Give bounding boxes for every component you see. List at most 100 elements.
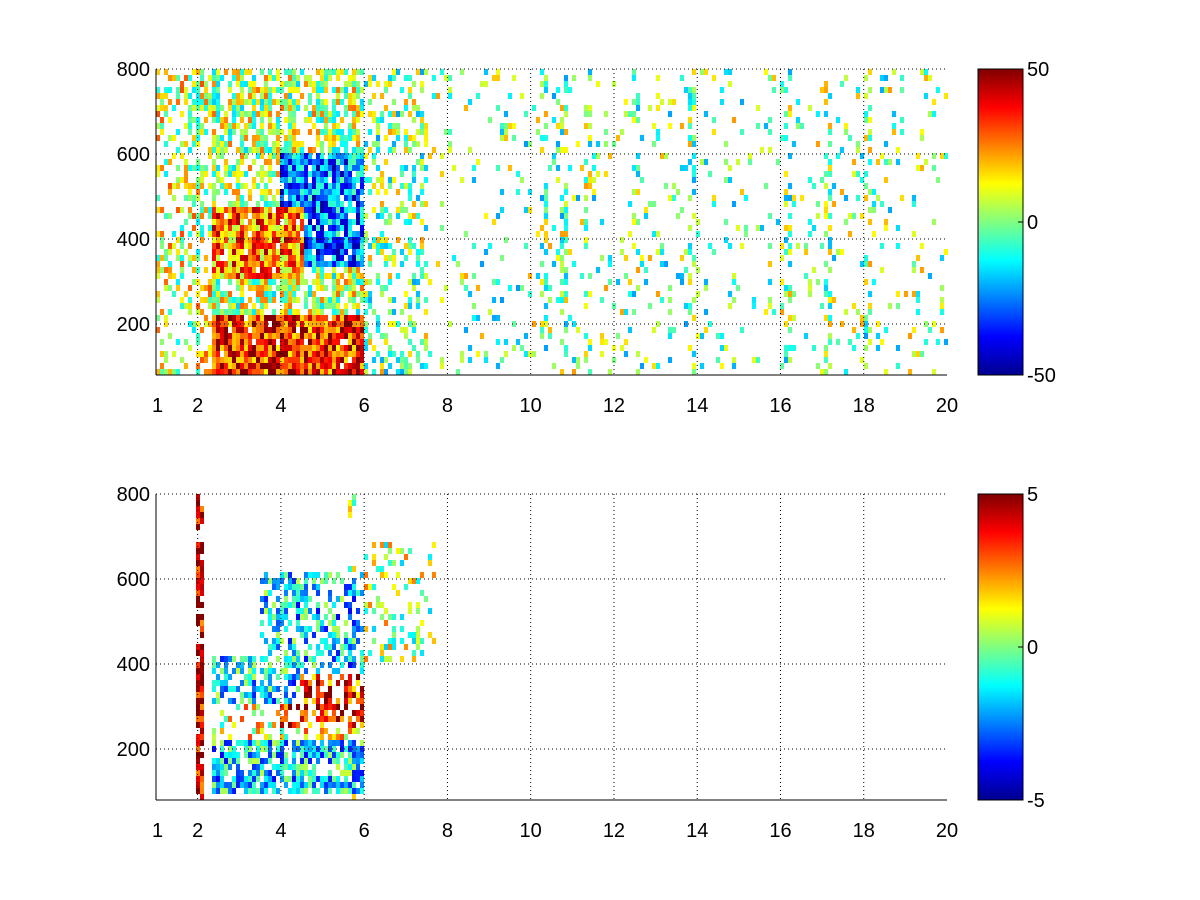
heatmap-cell: [296, 189, 300, 195]
heatmap-cell: [320, 153, 324, 159]
heatmap-cell: [336, 339, 340, 345]
heatmap-cell: [260, 267, 264, 273]
heatmap-cell: [540, 147, 544, 153]
heatmap-cell: [200, 740, 204, 746]
heatmap-cell: [288, 638, 292, 644]
heatmap-cell: [180, 225, 184, 231]
heatmap-cell: [188, 207, 192, 213]
heatmap-cell: [840, 321, 844, 327]
heatmap-cell: [200, 590, 204, 596]
heatmap-cell: [524, 333, 528, 339]
heatmap-cell: [380, 177, 384, 183]
heatmap-cell: [164, 111, 168, 117]
heatmap-cell: [432, 542, 436, 548]
heatmap-cell: [360, 746, 364, 752]
heatmap-cell: [812, 345, 816, 351]
heatmap-cell: [316, 237, 320, 243]
heatmap-cell: [304, 261, 308, 267]
heatmap-cell: [380, 363, 384, 369]
heatmap-cell: [196, 674, 200, 680]
heatmap-cell: [248, 692, 252, 698]
heatmap-cell: [280, 207, 284, 213]
heatmap-cell: [640, 261, 644, 267]
heatmap-cell: [156, 93, 160, 99]
heatmap-cell: [632, 69, 636, 75]
heatmap-cell: [188, 93, 192, 99]
heatmap-cell: [236, 686, 240, 692]
heatmap-cell: [328, 788, 332, 794]
heatmap-cell: [292, 333, 296, 339]
heatmap-cell: [496, 69, 500, 75]
heatmap-cell: [328, 776, 332, 782]
heatmap-cell: [288, 225, 292, 231]
heatmap-cell: [828, 321, 832, 327]
heatmap-cell: [340, 117, 344, 123]
heatmap-cell: [828, 159, 832, 165]
heatmap-cell: [168, 243, 172, 249]
heatmap-cell: [264, 111, 268, 117]
heatmap-cell: [244, 746, 248, 752]
heatmap-cell: [344, 746, 348, 752]
heatmap-cell: [196, 93, 200, 99]
heatmap-cell: [360, 87, 364, 93]
heatmap-cell: [268, 357, 272, 363]
heatmap-cell: [244, 680, 248, 686]
heatmap-cell: [328, 596, 332, 602]
heatmap-cell: [388, 111, 392, 117]
heatmap-cell: [248, 69, 252, 75]
heatmap-cell: [272, 255, 276, 261]
heatmap-cell: [892, 129, 896, 135]
heatmap-cell: [448, 75, 452, 81]
heatmap-cell: [272, 249, 276, 255]
heatmap-cell: [300, 207, 304, 213]
heatmap-cell: [540, 195, 544, 201]
heatmap-cell: [396, 129, 400, 135]
heatmap-cell: [324, 644, 328, 650]
heatmap-cell: [768, 213, 772, 219]
heatmap-cell: [336, 261, 340, 267]
heatmap-cell: [336, 231, 340, 237]
heatmap-cell: [588, 171, 592, 177]
heatmap-cell: [180, 111, 184, 117]
heatmap-cell: [252, 213, 256, 219]
heatmap-cell: [360, 201, 364, 207]
heatmap-cell: [220, 267, 224, 273]
heatmap-cell: [624, 273, 628, 279]
heatmap-cell: [288, 333, 292, 339]
heatmap-cell: [352, 249, 356, 255]
heatmap-cell: [420, 69, 424, 75]
heatmap-cell: [884, 141, 888, 147]
heatmap-cell: [344, 153, 348, 159]
heatmap-cell: [344, 656, 348, 662]
heatmap-cell: [204, 315, 208, 321]
heatmap-cell: [564, 105, 568, 111]
heatmap-cell: [688, 345, 692, 351]
heatmap-cell: [304, 638, 308, 644]
heatmap-cell: [288, 764, 292, 770]
heatmap-cell: [344, 584, 348, 590]
heatmap-cell: [320, 231, 324, 237]
heatmap-cell: [188, 345, 192, 351]
heatmap-cell: [300, 69, 304, 75]
heatmap-cell: [284, 776, 288, 782]
heatmap-cell: [900, 129, 904, 135]
heatmap-cell: [868, 117, 872, 123]
heatmap-cell: [268, 650, 272, 656]
heatmap-cell: [636, 249, 640, 255]
heatmap-cell: [272, 237, 276, 243]
heatmap-cell: [340, 369, 344, 375]
heatmap-cell: [284, 309, 288, 315]
heatmap-cell: [348, 369, 352, 375]
heatmap-cell: [284, 147, 288, 153]
heatmap-cell: [236, 297, 240, 303]
heatmap-cell: [764, 183, 768, 189]
heatmap-cell: [316, 279, 320, 285]
heatmap-cell: [864, 75, 868, 81]
heatmap-cell: [276, 321, 280, 327]
heatmap-cell: [348, 243, 352, 249]
heatmap-cell: [356, 776, 360, 782]
heatmap-cell: [324, 207, 328, 213]
heatmap-cell: [232, 171, 236, 177]
heatmap-cell: [308, 309, 312, 315]
heatmap-cell: [200, 512, 204, 518]
